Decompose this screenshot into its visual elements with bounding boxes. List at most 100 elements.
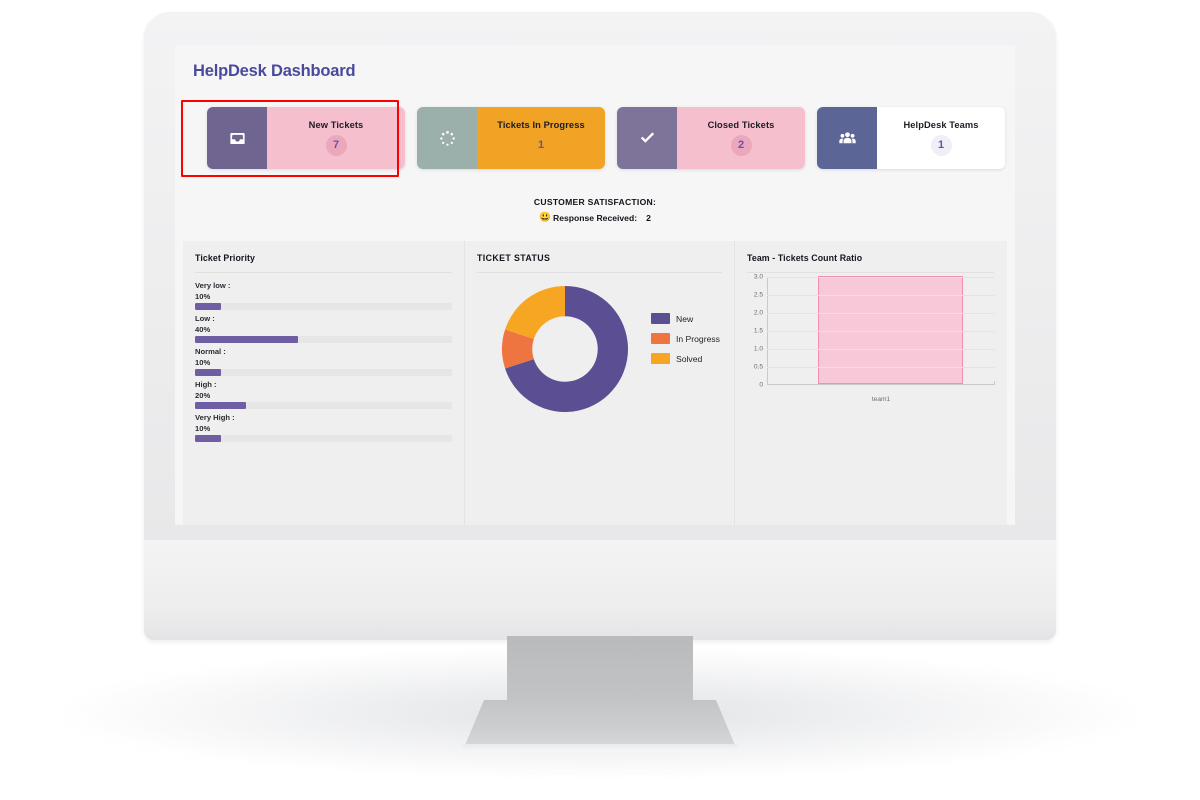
inbox-icon xyxy=(207,107,267,169)
legend-item[interactable]: Solved xyxy=(651,353,720,364)
priority-label: Normal : xyxy=(195,347,226,356)
panel-divider xyxy=(477,272,722,273)
priority-value-label: 10% xyxy=(195,358,211,367)
kpi-label: Closed Tickets xyxy=(707,120,775,130)
kpi-card-helpdesk-teams[interactable]: HelpDesk Teams 1 xyxy=(817,107,1005,169)
team-chart-gridline xyxy=(767,313,995,314)
legend-label: New xyxy=(676,313,694,324)
satisfaction-title: CUSTOMER SATISFACTION: xyxy=(533,197,657,207)
priority-bar-fill xyxy=(195,369,221,376)
smiley-icon: 😃 xyxy=(539,212,551,223)
users-icon xyxy=(817,107,877,169)
priority-bar-item: Very High : 10% xyxy=(195,413,452,442)
kpi-count-badge: 1 xyxy=(537,139,545,151)
team-chart-gridline xyxy=(767,349,995,350)
legend-label: Solved xyxy=(676,353,703,364)
monitor-stand-base xyxy=(462,700,738,752)
monitor-stand-base-lip xyxy=(462,744,738,752)
priority-value-label: 10% xyxy=(195,292,211,301)
kpi-card-row: New Tickets 7 Tickets In Progress 1 xyxy=(189,107,1005,169)
priority-value-label: 40% xyxy=(195,325,211,334)
priority-bar-fill xyxy=(195,435,221,442)
priority-bar-track xyxy=(195,336,452,343)
legend-label: In Progress xyxy=(676,333,720,344)
satisfaction-response-line: 😃 Response Received: 2 xyxy=(539,213,651,223)
priority-label: Very High : xyxy=(195,413,235,422)
panel-divider xyxy=(195,272,452,273)
priority-bar-track xyxy=(195,369,452,376)
priority-value-label: 10% xyxy=(195,424,211,433)
team-chart-gridline xyxy=(767,277,995,278)
priority-bar-item: Very low : 10% xyxy=(195,281,452,310)
team-chart-x-tick xyxy=(767,381,768,385)
team-tickets-bar-chart: team1 0 0.5 1.0 1.5 2.0 2.5 3.0 xyxy=(745,273,999,407)
panel-divider xyxy=(747,272,994,273)
priority-label: Low : xyxy=(195,314,215,323)
priority-bar-fill xyxy=(195,303,221,310)
kpi-body-tickets-in-progress: Tickets In Progress 1 xyxy=(477,107,605,169)
check-icon xyxy=(617,107,677,169)
kpi-card-new-tickets[interactable]: New Tickets 7 xyxy=(207,107,405,169)
team-chart-gridline xyxy=(767,331,995,332)
monitor-chin xyxy=(144,540,1056,640)
kpi-body-closed-tickets: Closed Tickets 2 xyxy=(677,107,805,169)
team-chart-bar-team1[interactable] xyxy=(817,276,964,384)
panel-title-team-ratio: Team - Tickets Count Ratio xyxy=(747,253,863,263)
priority-bar-item: High : 20% xyxy=(195,380,452,409)
donut-slice-new[interactable] xyxy=(505,286,628,412)
team-chart-y-tick-label: 0.5 xyxy=(753,363,763,371)
ticket-status-chart: New In Progress Solved xyxy=(479,279,735,439)
kpi-body-helpdesk-teams: HelpDesk Teams 1 xyxy=(877,107,1005,169)
priority-bar-item: Normal : 10% xyxy=(195,347,452,376)
priority-bar-track xyxy=(195,402,452,409)
priority-bar-fill xyxy=(195,402,247,409)
team-chart-y-tick-label: 3.0 xyxy=(753,273,763,281)
priority-label: Very low : xyxy=(195,281,231,290)
spinner-icon xyxy=(417,107,477,169)
team-chart-y-tick-label: 2.0 xyxy=(753,309,763,317)
priority-bar-fill xyxy=(195,336,298,343)
donut-slice-in-progress[interactable] xyxy=(502,329,534,369)
legend-item[interactable]: In Progress xyxy=(651,333,720,344)
legend-swatch xyxy=(651,353,670,364)
kpi-count-badge: 2 xyxy=(730,135,752,156)
customer-satisfaction-block: CUSTOMER SATISFACTION: 😃 Response Receiv… xyxy=(175,197,1015,225)
team-chart-gridline xyxy=(767,295,995,296)
team-chart-x-tick xyxy=(994,381,995,385)
satisfaction-response-value: 2 xyxy=(646,212,651,223)
priority-bar-item: Low : 40% xyxy=(195,314,452,343)
panel-title-ticket-status: TICKET STATUS xyxy=(477,253,551,263)
kpi-count-badge: 1 xyxy=(930,135,952,156)
panel-ticket-status: TICKET STATUS New In Progress Solved xyxy=(464,241,734,525)
team-chart-y-tick-label: 0 xyxy=(759,381,763,389)
dashboard-panels: Ticket Priority Very low : 10% Low : 40% Nor… xyxy=(183,241,1007,525)
ticket-status-legend: New In Progress Solved xyxy=(651,313,720,373)
dashboard-screen: HelpDesk Dashboard New Tickets 7 xyxy=(175,45,1015,525)
team-chart-y-tick-label: 2.5 xyxy=(753,291,763,299)
priority-label: High : xyxy=(195,380,217,389)
kpi-body-new-tickets: New Tickets 7 xyxy=(267,107,405,169)
panel-ticket-priority: Ticket Priority Very low : 10% Low : 40% Nor… xyxy=(183,241,464,525)
kpi-label: Tickets In Progress xyxy=(497,120,585,130)
legend-swatch xyxy=(651,313,670,324)
kpi-card-closed-tickets[interactable]: Closed Tickets 2 xyxy=(617,107,805,169)
team-chart-x-tick-label: team1 xyxy=(871,396,891,403)
panel-title-ticket-priority: Ticket Priority xyxy=(195,253,256,263)
legend-item[interactable]: New xyxy=(651,313,720,324)
team-chart-y-tick-label: 1.0 xyxy=(753,345,763,353)
kpi-label: HelpDesk Teams xyxy=(903,120,979,130)
kpi-count-badge: 7 xyxy=(325,135,347,156)
legend-swatch xyxy=(651,333,670,344)
page-title: HelpDesk Dashboard xyxy=(193,62,356,80)
satisfaction-response-label: Response Received: xyxy=(553,212,638,223)
priority-bar-track xyxy=(195,303,452,310)
donut-chart-svg xyxy=(502,286,628,412)
priority-bar-track xyxy=(195,435,452,442)
kpi-card-tickets-in-progress[interactable]: Tickets In Progress 1 xyxy=(417,107,605,169)
team-chart-plot-area xyxy=(767,276,995,385)
priority-value-label: 20% xyxy=(195,391,211,400)
ticket-priority-bar-list: Very low : 10% Low : 40% Normal : 10% High : 20… xyxy=(195,281,452,442)
kpi-label: New Tickets xyxy=(308,120,364,130)
donut-slice-solved[interactable] xyxy=(505,286,565,339)
